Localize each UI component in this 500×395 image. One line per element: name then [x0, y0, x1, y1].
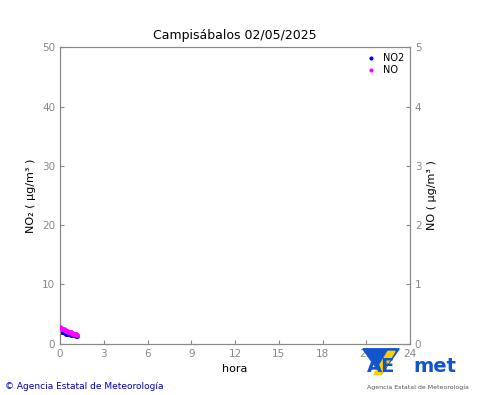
Polygon shape: [374, 352, 395, 374]
Point: [73, 332, 81, 338]
Point: [70, 330, 78, 337]
Text: © Agencia Estatal de Meteorología: © Agencia Estatal de Meteorología: [5, 382, 164, 391]
Point: [64, 329, 72, 335]
Point: [70, 330, 78, 337]
Point: [64, 330, 72, 337]
Text: Agencia Estatal de Meteorología: Agencia Estatal de Meteorología: [367, 385, 469, 390]
Text: AE: AE: [367, 357, 396, 376]
Point: [60, 326, 68, 333]
Point: [72, 333, 80, 339]
Point: [70, 332, 78, 339]
Point: [66, 331, 74, 337]
Point: [57, 329, 65, 335]
Y-axis label: NO ( µg/m³ ): NO ( µg/m³ ): [427, 161, 437, 230]
Point: [67, 329, 75, 336]
Point: [73, 333, 81, 339]
Point: [68, 332, 76, 338]
Legend: NO2, NO: NO2, NO: [360, 52, 405, 76]
Point: [60, 329, 68, 336]
Point: [56, 328, 64, 334]
Point: [56, 324, 64, 330]
Point: [62, 330, 70, 337]
Point: [61, 330, 69, 336]
X-axis label: hora: hora: [222, 364, 248, 374]
Point: [70, 332, 78, 339]
Point: [64, 328, 72, 334]
Title: Campisábalos 02/05/2025: Campisábalos 02/05/2025: [153, 29, 317, 42]
Text: met: met: [413, 357, 456, 376]
Point: [57, 325, 65, 331]
Point: [72, 331, 80, 337]
Polygon shape: [363, 349, 399, 374]
Point: [62, 327, 70, 334]
Point: [67, 332, 75, 338]
Point: [64, 331, 72, 337]
Point: [66, 329, 74, 335]
Y-axis label: NO₂ ( µg/m³ ): NO₂ ( µg/m³ ): [26, 158, 36, 233]
Point: [61, 327, 69, 333]
Point: [68, 330, 76, 336]
Point: [58, 329, 66, 336]
Point: [58, 325, 66, 332]
